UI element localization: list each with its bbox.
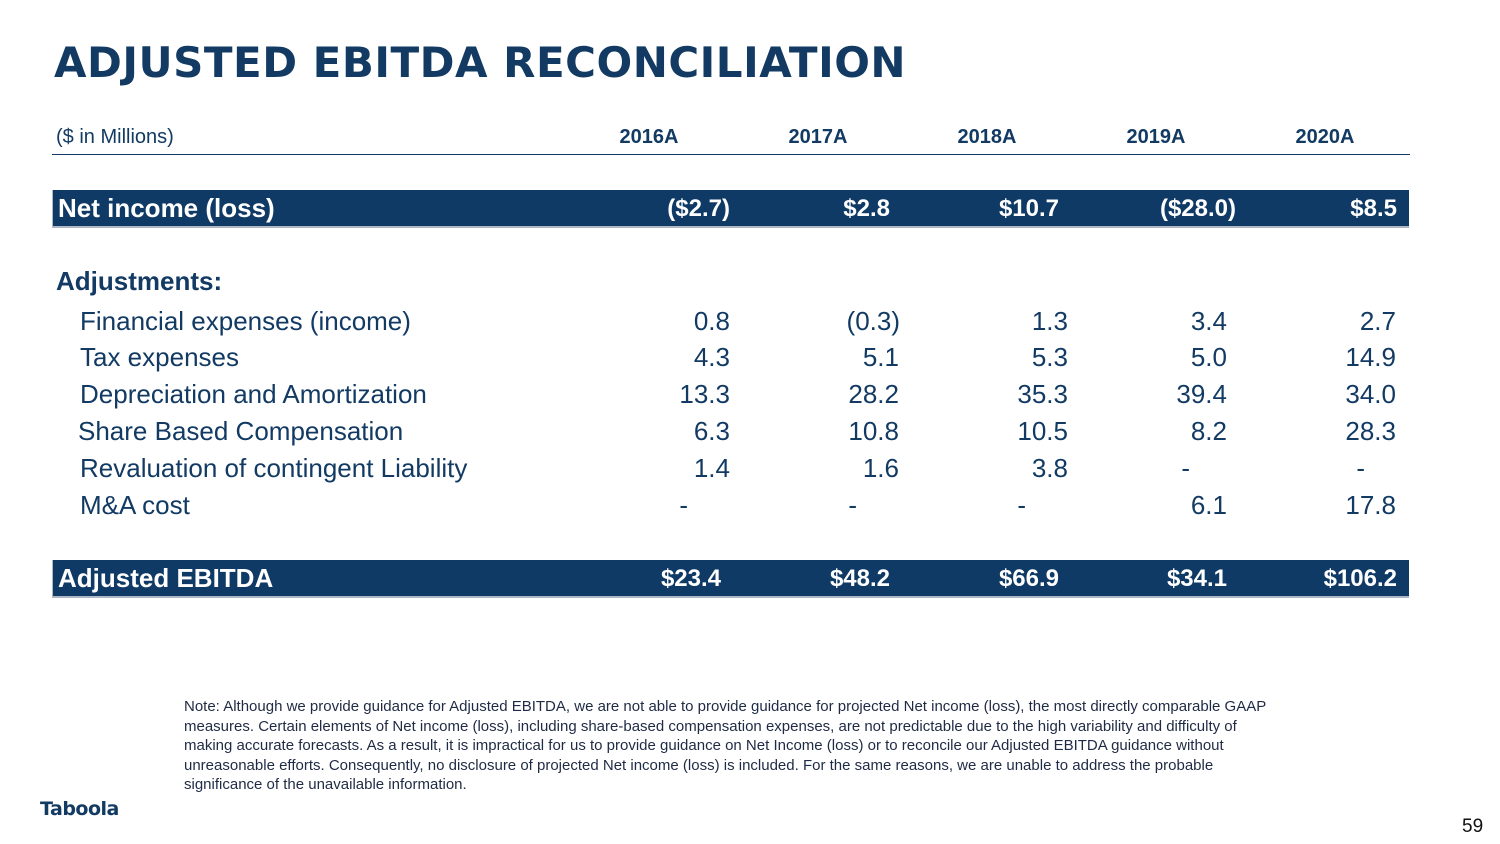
table-row: Share Based Compensation 6.3 10.8 10.5 8…: [0, 416, 1500, 452]
cell-value: $10.7: [998, 195, 1059, 222]
cell-value: 3.8: [1031, 453, 1068, 483]
table-row: Tax expenses 4.3 5.1 5.3 5.0 14.9: [0, 342, 1500, 378]
cell-value: 6.3: [693, 416, 730, 446]
year-header-2017: 2017A: [788, 126, 848, 148]
cell-value: (0.3): [846, 306, 900, 336]
cell-value: -: [848, 490, 857, 520]
net-income-row: Net income (loss) ($2.7) $2.8 $10.7 ($28…: [52, 190, 1409, 228]
units-label: ($ in Millions): [56, 126, 174, 148]
footnote: Note: Although we provide guidance for A…: [184, 698, 1266, 793]
cell-value: 2.7: [1359, 306, 1396, 336]
row-label: Adjusted EBITDA: [58, 563, 274, 593]
row-label: Revaluation of contingent Liability: [80, 453, 468, 483]
row-label: M&A cost: [80, 490, 190, 520]
cell-value: -: [1181, 453, 1190, 483]
cell-value: 14.9: [1345, 342, 1396, 372]
cell-value: 6.1: [1190, 490, 1227, 520]
cell-value: $2.8: [843, 195, 890, 222]
row-label: Share Based Compensation: [78, 416, 404, 446]
table-row: M&A cost - - - 6.1 17.8: [0, 490, 1500, 526]
cell-value: 28.3: [1345, 416, 1396, 446]
cell-value: 1.6: [862, 453, 899, 483]
row-label: Net income (loss): [58, 193, 275, 223]
cell-value: 8.2: [1190, 416, 1227, 446]
cell-value: 1.4: [693, 453, 730, 483]
year-header-2016: 2016A: [619, 126, 679, 148]
cell-value: 35.3: [1017, 379, 1068, 409]
year-header-2019: 2019A: [1126, 126, 1186, 148]
page-title: ADJUSTED EBITDA RECONCILIATION: [54, 38, 907, 87]
cell-value: $8.5: [1350, 195, 1397, 222]
row-label: Tax expenses: [80, 342, 239, 372]
cell-value: $106.2: [1323, 565, 1397, 592]
year-header-2020: 2020A: [1295, 126, 1355, 148]
cell-value: $34.1: [1166, 565, 1227, 592]
cell-value: 5.1: [862, 342, 899, 372]
cell-value: 10.5: [1017, 416, 1068, 446]
cell-value: 4.3: [693, 342, 730, 372]
cell-value: ($28.0): [1159, 195, 1236, 222]
taboola-logo: Taboola: [40, 798, 119, 820]
cell-value: $23.4: [660, 565, 721, 592]
cell-value: -: [679, 490, 688, 520]
cell-value: 5.3: [1031, 342, 1068, 372]
page-number: 59: [1462, 816, 1484, 837]
row-label: Financial expenses (income): [80, 306, 411, 336]
cell-value: 34.0: [1345, 379, 1396, 409]
cell-value: 10.8: [848, 416, 899, 446]
table-row: Financial expenses (income) 0.8 (0.3) 1.…: [0, 306, 1500, 342]
cell-value: -: [1017, 490, 1026, 520]
cell-value: ($2.7): [667, 195, 730, 222]
cell-value: 1.3: [1031, 306, 1068, 336]
cell-value: 13.3: [679, 379, 730, 409]
cell-value: 3.4: [1190, 306, 1227, 336]
cell-value: -: [1356, 453, 1365, 483]
table-row: Depreciation and Amortization 13.3 28.2 …: [0, 379, 1500, 415]
year-header-2018: 2018A: [957, 126, 1017, 148]
cell-value: $48.2: [829, 565, 890, 592]
adjustments-heading: Adjustments:: [56, 266, 223, 296]
table-row: Revaluation of contingent Liability 1.4 …: [0, 453, 1500, 489]
table-header: ($ in Millions) 2016A 2017A 2018A 2019A …: [52, 120, 1410, 155]
cell-value: $66.9: [998, 565, 1059, 592]
cell-value: 5.0: [1190, 342, 1227, 372]
cell-value: 28.2: [848, 379, 899, 409]
row-label: Depreciation and Amortization: [80, 379, 427, 409]
adjusted-ebitda-row: Adjusted EBITDA $23.4 $48.2 $66.9 $34.1 …: [52, 560, 1409, 598]
cell-value: 17.8: [1345, 490, 1396, 520]
cell-value: 39.4: [1176, 379, 1227, 409]
cell-value: 0.8: [693, 306, 730, 336]
